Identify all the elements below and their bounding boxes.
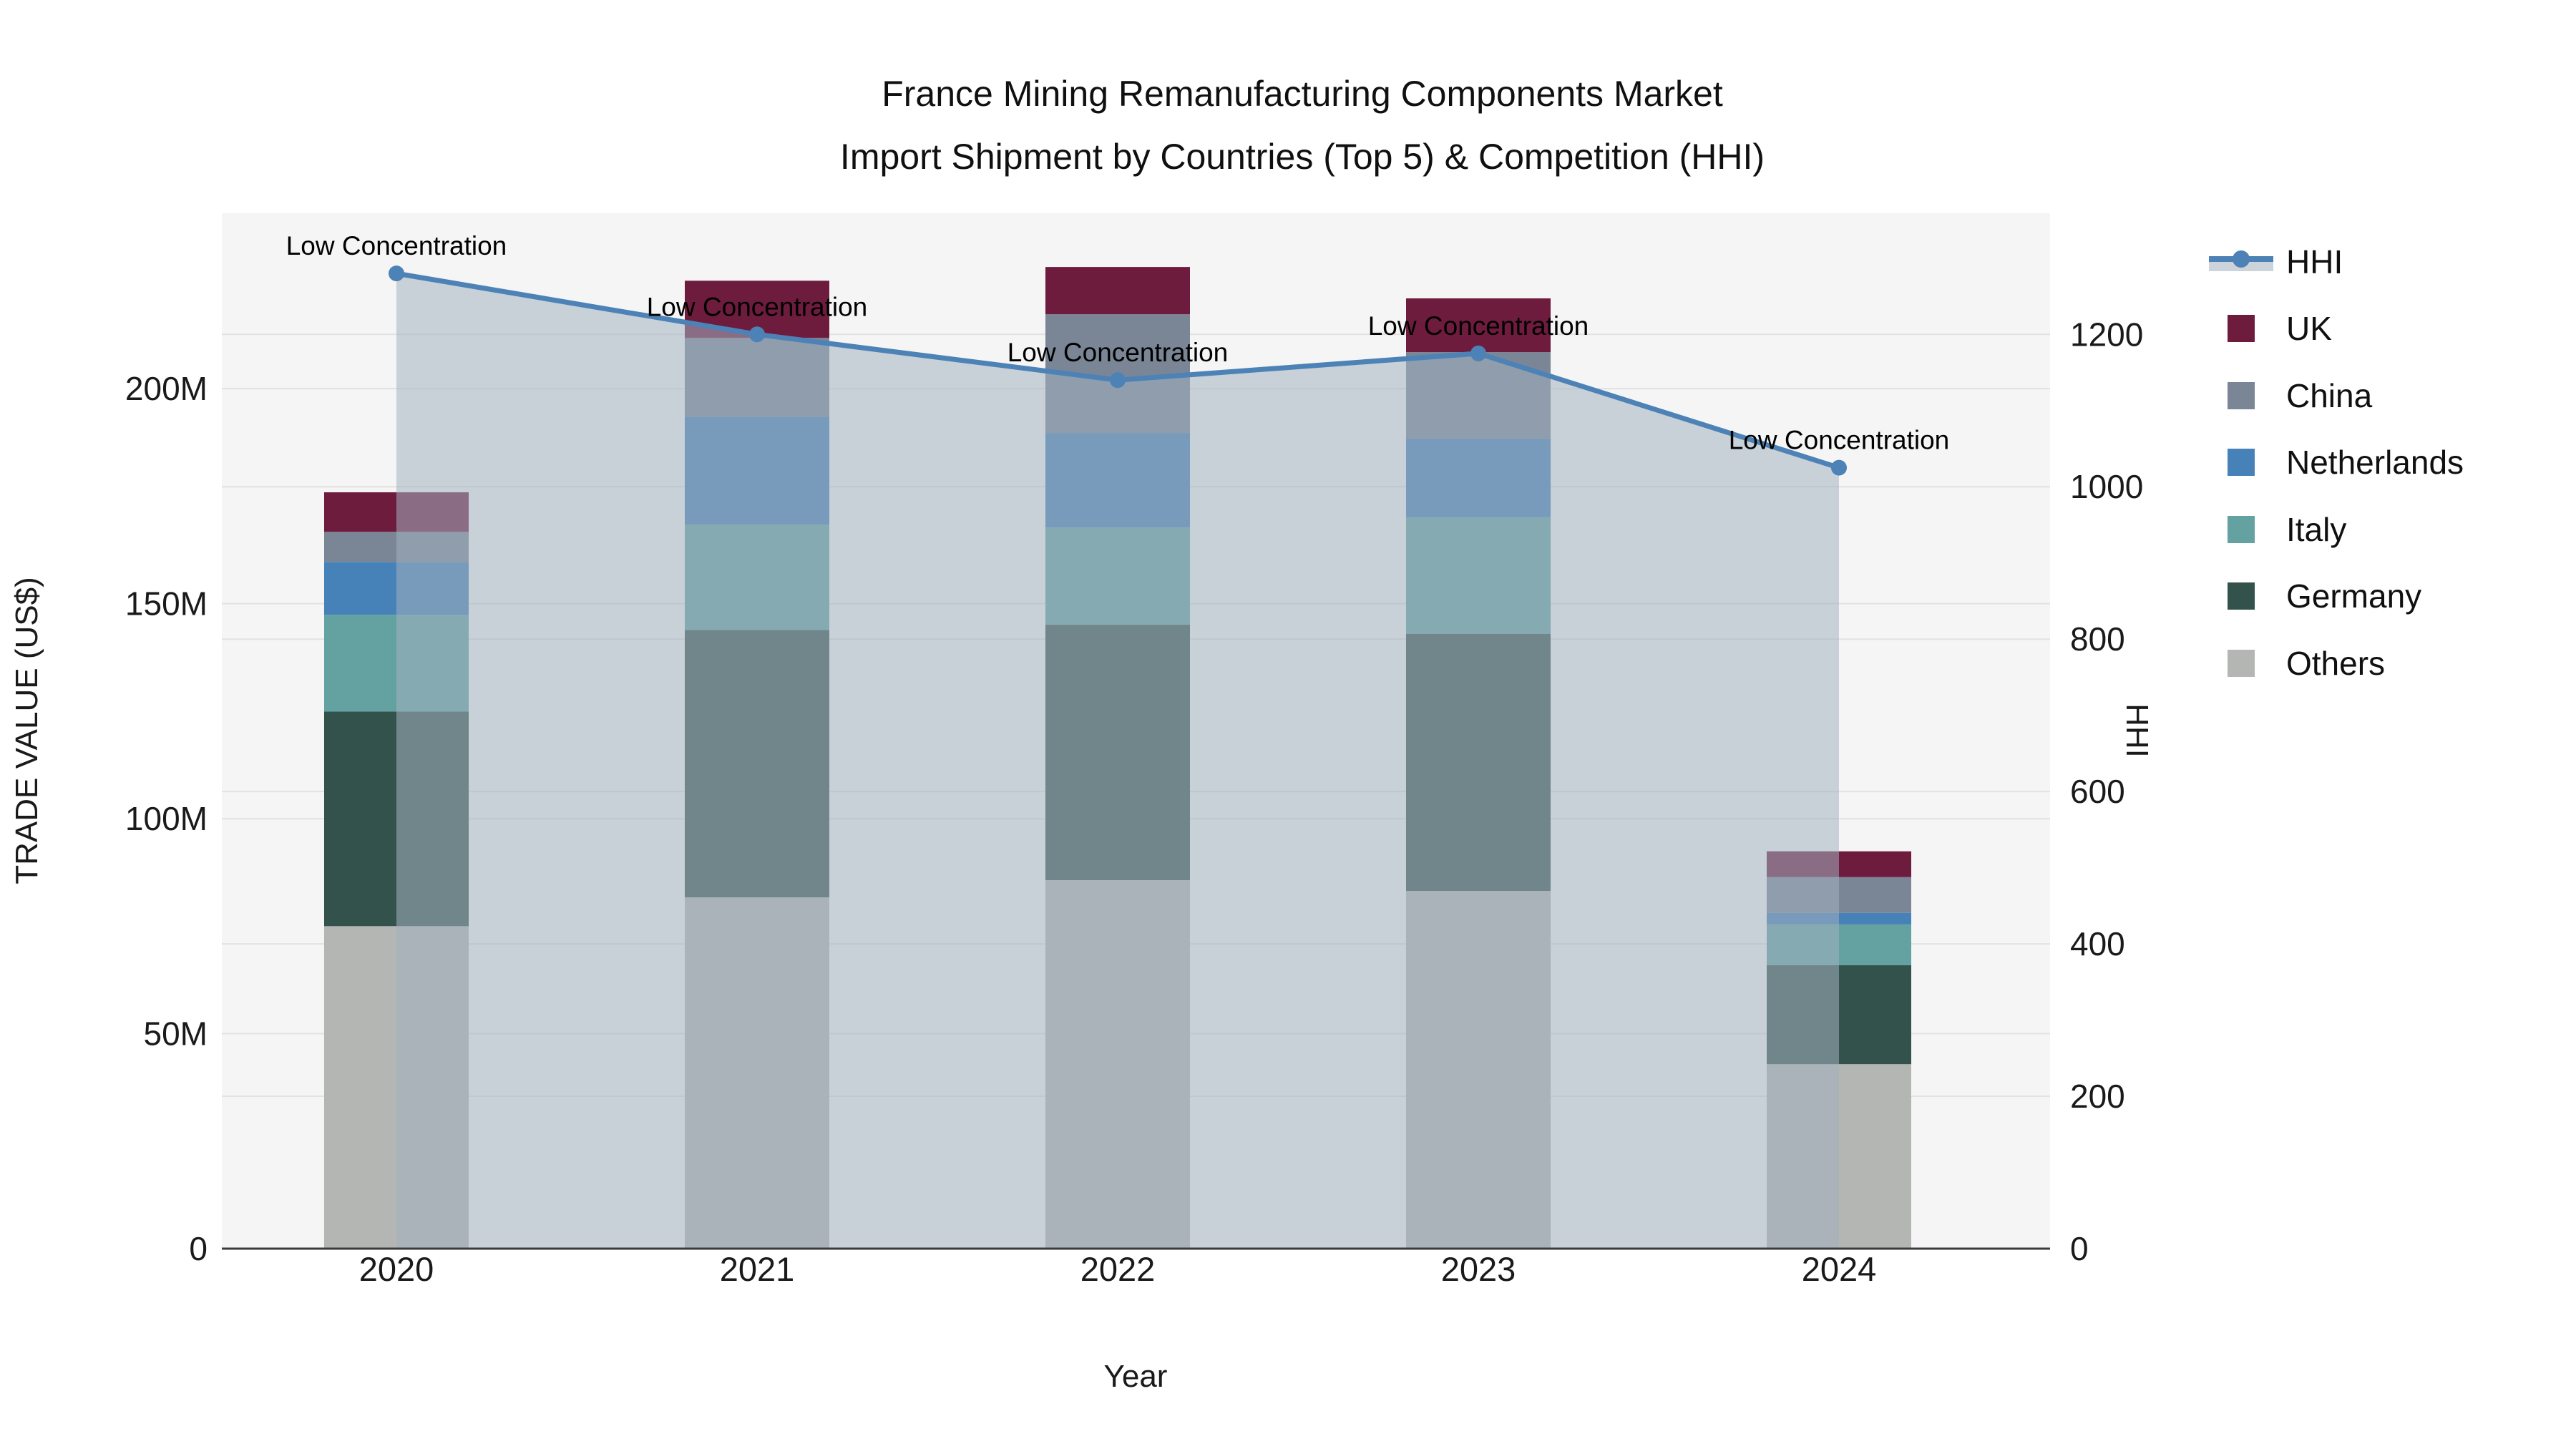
chart-title: France Mining Remanufacturing Components… (222, 62, 2383, 188)
hhi-marker-2023 (1470, 345, 1486, 361)
netherlands-color-swatch (2228, 449, 2255, 477)
annotation-low-concentration-2023: Low Concentration (1368, 311, 1589, 341)
x-tick-2022: 2022 (1080, 1250, 1156, 1288)
y-left-tick-50M: 50M (144, 1015, 208, 1053)
legend-item-germany[interactable]: Germany (2208, 563, 2464, 630)
legend-item-china[interactable]: China (2208, 362, 2464, 429)
legend-label-hhi: HHI (2286, 243, 2343, 280)
y-left-tick-200M: 200M (125, 370, 208, 407)
y-left-tick-0: 0 (189, 1230, 208, 1267)
chart-title-line2: Import Shipment by Countries (Top 5) & C… (839, 137, 1765, 177)
y-right-tick-0: 0 (2070, 1230, 2089, 1267)
x-tick-2024: 2024 (1802, 1250, 1877, 1288)
y-right-tick-600: 600 (2070, 773, 2125, 810)
hhi-marker-icon (2233, 250, 2250, 268)
legend-item-others[interactable]: Others (2208, 630, 2464, 697)
legend-label-china: China (2286, 376, 2373, 414)
legend-label-italy: Italy (2286, 510, 2347, 548)
y-left-axis-title: TRADE VALUE (US$) (9, 577, 44, 884)
bar-segment-uk-2022 (1045, 267, 1190, 315)
x-tick-2021: 2021 (720, 1250, 795, 1288)
hhi-line-icon (2208, 250, 2286, 271)
y-left-tick-100M: 100M (125, 800, 208, 837)
legend-item-hhi[interactable]: HHI (2208, 228, 2464, 296)
hhi-marker-2024 (1831, 459, 1847, 476)
legend-item-netherlands[interactable]: Netherlands (2208, 429, 2464, 497)
y-right-tick-400: 400 (2070, 925, 2125, 962)
y-right-axis-title: HHI (2119, 703, 2155, 758)
bar-segment-uk-2023 (1406, 298, 1551, 353)
y-right-tick-200: 200 (2070, 1078, 2125, 1115)
annotation-low-concentration-2021: Low Concentration (647, 292, 868, 321)
x-tick-2023: 2023 (1441, 1250, 1516, 1288)
hhi-marker-2020 (389, 265, 404, 282)
uk-color-swatch (2228, 315, 2255, 343)
legend-item-uk[interactable]: UK (2208, 296, 2464, 363)
x-axis-title: Year (1104, 1359, 1168, 1394)
y-left-tick-150M: 150M (125, 585, 208, 623)
y-right-tick-1200: 1200 (2070, 316, 2143, 353)
chart-title-line1: France Mining Remanufacturing Components… (882, 74, 1723, 114)
y-right-tick-1000: 1000 (2070, 468, 2143, 505)
legend-label-others: Others (2286, 644, 2386, 682)
annotation-low-concentration-2024: Low Concentration (1729, 426, 1950, 455)
annotation-low-concentration-2022: Low Concentration (1008, 338, 1229, 367)
legend-label-uk: UK (2286, 310, 2332, 348)
hhi-marker-2021 (749, 326, 765, 343)
hhi-area-fill (396, 273, 1839, 1249)
others-color-swatch (2228, 649, 2255, 677)
legend-item-italy[interactable]: Italy (2208, 496, 2464, 563)
legend-label-netherlands: Netherlands (2286, 444, 2464, 482)
legend: HHI UK China Netherlands Italy Germany O… (2208, 228, 2464, 697)
italy-color-swatch (2228, 515, 2255, 543)
annotation-low-concentration-2020: Low Concentration (286, 231, 507, 260)
legend-label-germany: Germany (2286, 577, 2422, 615)
hhi-marker-2022 (1110, 372, 1126, 389)
germany-color-swatch (2228, 582, 2255, 610)
y-right-tick-800: 800 (2070, 620, 2125, 658)
x-tick-2020: 2020 (359, 1250, 434, 1288)
china-color-swatch (2228, 381, 2255, 409)
